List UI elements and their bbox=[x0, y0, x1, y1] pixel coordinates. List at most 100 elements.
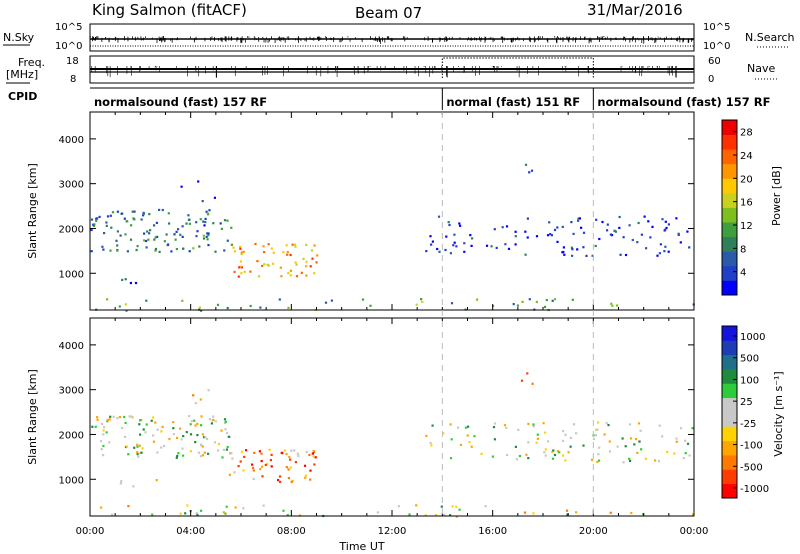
range-time-cell bbox=[96, 416, 99, 419]
range-time-cell bbox=[130, 224, 133, 227]
colorbar-tick-label: -500 bbox=[740, 462, 763, 473]
range-time-cell bbox=[455, 505, 458, 508]
range-time-cell bbox=[291, 479, 294, 482]
range-time-cell bbox=[161, 208, 164, 212]
range-time-cell bbox=[684, 439, 687, 442]
velocity-colorbar: 1000 500 100 25 -25 -100 -500 -1000 bbox=[721, 325, 769, 499]
range-time-cell bbox=[121, 278, 124, 281]
range-time-cell bbox=[175, 248, 178, 251]
range-time-cell bbox=[609, 233, 612, 236]
range-time-cell bbox=[181, 225, 184, 228]
range-time-cell bbox=[269, 459, 272, 462]
range-time-cell bbox=[429, 235, 432, 238]
range-time-cell bbox=[240, 253, 243, 256]
range-time-cell bbox=[535, 441, 538, 444]
freq-label-line1: Freq. bbox=[18, 56, 45, 69]
range-time-cell bbox=[523, 511, 527, 514]
range-time-cell bbox=[272, 262, 275, 265]
range-time-cell bbox=[243, 270, 246, 273]
range-time-cell bbox=[594, 434, 597, 437]
range-time-cell bbox=[287, 272, 290, 275]
range-time-cell bbox=[225, 448, 228, 451]
range-time-cell bbox=[194, 441, 197, 444]
range-time-cell bbox=[115, 239, 118, 242]
range-time-cell bbox=[263, 263, 266, 266]
range-time-cell bbox=[466, 434, 469, 437]
range-time-cell bbox=[264, 463, 267, 467]
range-time-cell bbox=[518, 454, 521, 458]
range-time-cell bbox=[565, 509, 569, 512]
range-time-cell bbox=[181, 447, 184, 450]
colorbar-tick-label: -1000 bbox=[740, 484, 769, 495]
range-time-cell bbox=[150, 419, 153, 422]
range-time-cell bbox=[524, 253, 527, 256]
range-time-cell bbox=[132, 485, 135, 488]
range-time-cell bbox=[278, 298, 281, 301]
colorbar-tick-label: 24 bbox=[740, 151, 753, 162]
range-time-cell bbox=[564, 433, 567, 436]
range-time-cell bbox=[493, 438, 496, 441]
range-time-cell bbox=[546, 234, 550, 237]
range-time-cell bbox=[202, 237, 206, 240]
range-time-cell bbox=[112, 415, 115, 418]
range-time-cell bbox=[234, 506, 237, 509]
range-time-cell bbox=[311, 452, 314, 455]
range-time-cell bbox=[214, 250, 217, 253]
range-time-cell bbox=[544, 448, 547, 451]
range-time-cell bbox=[294, 461, 297, 464]
range-time-cell bbox=[289, 274, 292, 277]
freq-tick-bottom: 8 bbox=[70, 74, 76, 85]
range-time-cell bbox=[165, 233, 168, 236]
range-time-cell bbox=[270, 247, 273, 250]
range-time-cell bbox=[563, 253, 566, 256]
range-time-cell bbox=[136, 453, 139, 456]
range-time-cell bbox=[232, 246, 235, 249]
colorbar-swatch bbox=[722, 120, 737, 135]
range-time-cell bbox=[621, 437, 624, 440]
range-time-cell bbox=[144, 239, 148, 243]
range-time-cell bbox=[106, 215, 110, 218]
range-time-cell bbox=[542, 422, 545, 425]
range-time-cell bbox=[582, 444, 585, 447]
range-time-cell bbox=[616, 445, 619, 448]
range-time-cell bbox=[468, 441, 471, 444]
range-time-cell bbox=[459, 224, 462, 227]
range-time-cell bbox=[106, 418, 109, 421]
range-time-cell bbox=[283, 449, 286, 452]
range-time-cell bbox=[174, 238, 177, 241]
range-time-cell bbox=[152, 434, 155, 437]
range-time-cell bbox=[290, 449, 293, 452]
range-time-cell bbox=[415, 504, 418, 507]
range-time-cell bbox=[596, 460, 599, 463]
range-time-cell bbox=[147, 238, 150, 241]
range-time-cell bbox=[96, 217, 99, 220]
range-time-cell bbox=[330, 299, 333, 302]
range-time-cell bbox=[131, 210, 134, 213]
range-time-cell bbox=[297, 455, 300, 458]
range-time-cell bbox=[664, 245, 667, 248]
range-time-cell bbox=[308, 453, 311, 457]
colorbar-tick-label: 28 bbox=[740, 128, 753, 139]
range-time-cell bbox=[610, 302, 613, 305]
range-time-cell bbox=[661, 435, 664, 438]
range-time-cell bbox=[111, 211, 115, 214]
range-time-cell bbox=[516, 304, 519, 307]
range-time-cell bbox=[132, 217, 135, 220]
range-time-cell bbox=[156, 451, 159, 454]
range-time-cell bbox=[151, 513, 154, 516]
range-time-cell bbox=[556, 240, 559, 243]
range-time-cell bbox=[436, 247, 439, 251]
range-time-cell bbox=[142, 428, 145, 431]
range-time-cell bbox=[116, 249, 119, 252]
range-time-cell bbox=[585, 254, 588, 257]
range-time-cell bbox=[136, 245, 139, 248]
range-time-cell bbox=[606, 229, 609, 232]
range-time-cell bbox=[279, 480, 282, 483]
range-time-cell bbox=[216, 303, 220, 306]
range-time-cell bbox=[193, 419, 196, 422]
range-time-cell bbox=[109, 249, 112, 252]
range-time-cell bbox=[312, 455, 315, 458]
range-time-cell bbox=[571, 298, 574, 301]
range-time-cell bbox=[92, 224, 96, 227]
